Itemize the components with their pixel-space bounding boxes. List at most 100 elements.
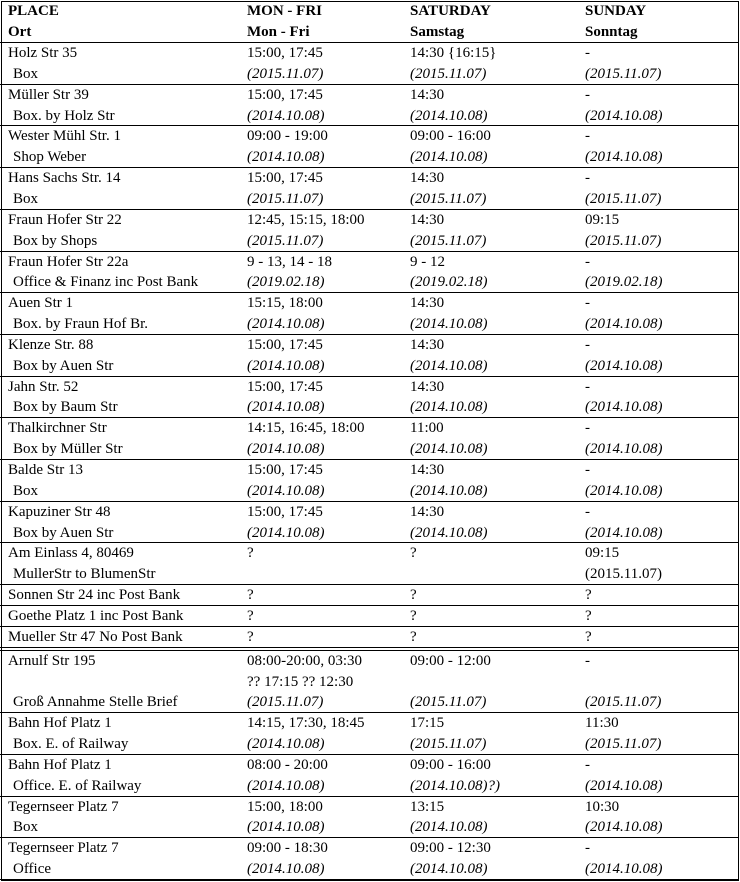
time: ? xyxy=(247,545,254,562)
time: 11:00 xyxy=(410,420,444,437)
time: 9 - 12 xyxy=(410,253,445,270)
time: 17:15 xyxy=(410,715,445,732)
time: 15:00, 17:45 xyxy=(247,503,323,520)
place-name: Arnulf Str 195 xyxy=(8,652,96,669)
place-desc: Box by Müller Str xyxy=(13,441,123,458)
header-cell: SATURDAY xyxy=(410,3,491,19)
section-rule xyxy=(0,649,738,651)
place-desc: Shop Weber xyxy=(13,149,87,166)
place-desc: Box xyxy=(13,482,39,499)
date: (2014.10.08) xyxy=(247,441,325,458)
time: 14:30 xyxy=(410,170,445,187)
row-rule xyxy=(0,417,738,419)
place-desc: Box. by Fraun Hof Br. xyxy=(13,316,148,333)
place-desc: Box xyxy=(13,819,39,836)
place-desc: Box by Auen Str xyxy=(13,357,114,374)
time: 14:30 xyxy=(410,295,445,312)
row-rule xyxy=(0,208,738,210)
time: 15:00, 17:45 xyxy=(247,378,323,395)
date: (2014.10.08) xyxy=(410,357,488,374)
place-name: Klenze Str. 88 xyxy=(8,336,94,353)
time: - xyxy=(585,253,590,270)
time: ? xyxy=(247,607,254,624)
date: (2019.02.18) xyxy=(247,274,325,291)
date: (2014.10.08) xyxy=(585,316,663,333)
date: (2014.10.08) xyxy=(410,107,488,124)
date: (2015.11.07) xyxy=(585,190,662,207)
time: 14:30 xyxy=(410,503,445,520)
date: (2019.02.18) xyxy=(585,274,663,291)
date: (2014.10.08) xyxy=(247,861,325,878)
place-desc: Box by Shops xyxy=(13,232,98,249)
time: - xyxy=(585,128,590,145)
place-name: Müller Str 39 xyxy=(8,86,89,103)
header-cell: Sonntag xyxy=(585,23,638,40)
place-name: Holz Str 35 xyxy=(8,45,78,61)
row-rule xyxy=(0,83,738,85)
date: (2015.11.07) xyxy=(410,694,487,711)
time: 14:30 {16:15} xyxy=(410,45,497,61)
time: 09:00 - 18:30 xyxy=(247,840,328,857)
time: ? xyxy=(410,607,417,624)
date: (2015.11.07) xyxy=(585,232,662,249)
date: (2015.11.07) xyxy=(410,232,487,249)
date: (2014.10.08) xyxy=(410,149,488,166)
time: (2015.11.07) xyxy=(585,566,662,583)
time: 09:00 - 16:00 xyxy=(410,128,491,145)
header-cell: Ort xyxy=(8,23,32,40)
row-rule xyxy=(0,292,738,294)
date: (2014.10.08) xyxy=(247,524,325,541)
place-name: Goethe Platz 1 inc Post Bank xyxy=(8,607,184,624)
date: (2014.10.08) xyxy=(410,819,488,836)
place-name: Tegernseer Platz 7 xyxy=(8,840,119,857)
date: (2015.11.07) xyxy=(247,65,324,82)
row-rule xyxy=(0,753,738,755)
time: - xyxy=(585,756,590,773)
time: 14:30 xyxy=(410,462,445,478)
date: (2014.10.08) xyxy=(585,861,663,878)
time: 14:30 xyxy=(410,86,445,103)
date: (2014.10.08)?) xyxy=(410,777,500,794)
date: (2014.10.08) xyxy=(247,777,325,794)
date: (2014.10.08) xyxy=(585,441,663,458)
place-name: Fraun Hofer Str 22a xyxy=(8,253,129,270)
time: 14:30 xyxy=(410,211,445,228)
date: (2014.10.08) xyxy=(410,316,488,333)
time: - xyxy=(585,420,590,437)
time: - xyxy=(585,840,590,857)
place-desc: Box. by Holz Str xyxy=(13,107,115,124)
place-name: Bahn Hof Platz 1 xyxy=(8,715,112,732)
row-rule xyxy=(0,125,738,127)
date: (2014.10.08) xyxy=(247,316,325,333)
place-desc: Office xyxy=(13,861,52,878)
row-rule xyxy=(0,646,738,648)
time: 15:15, 18:00 xyxy=(247,295,323,312)
place-desc: Groß Annahme Stelle Brief xyxy=(13,694,178,711)
date: (2014.10.08) xyxy=(247,149,325,166)
time: 14:30 xyxy=(410,378,445,395)
time: ? xyxy=(410,587,417,604)
time: ? xyxy=(247,628,254,645)
date: (2014.10.08) xyxy=(247,819,325,836)
time: 15:00, 17:45 xyxy=(247,170,323,187)
place-name: Bahn Hof Platz 1 xyxy=(8,756,112,773)
date: (2014.10.08) xyxy=(585,149,663,166)
row-rule xyxy=(0,333,738,335)
time: 15:00, 17:45 xyxy=(247,336,323,353)
date: (2014.10.08) xyxy=(410,861,488,878)
row-rule xyxy=(0,500,738,502)
date: (2014.10.08) xyxy=(410,524,488,541)
time: 15:00, 18:00 xyxy=(247,798,323,815)
date: (2015.11.07) xyxy=(247,694,324,711)
place-name: Jahn Str. 52 xyxy=(8,378,79,395)
date: (2014.10.08) xyxy=(247,107,325,124)
time: - xyxy=(585,45,590,61)
time: 09:15 xyxy=(585,545,620,562)
date: (2015.11.07) xyxy=(585,65,662,82)
header-cell: MON - FRI xyxy=(247,3,322,19)
place-desc: Box. E. of Railway xyxy=(13,736,129,753)
date: (2015.11.07) xyxy=(410,65,487,82)
time: 14:15, 16:45, 18:00 xyxy=(247,420,365,437)
place-desc: Box xyxy=(13,65,39,82)
